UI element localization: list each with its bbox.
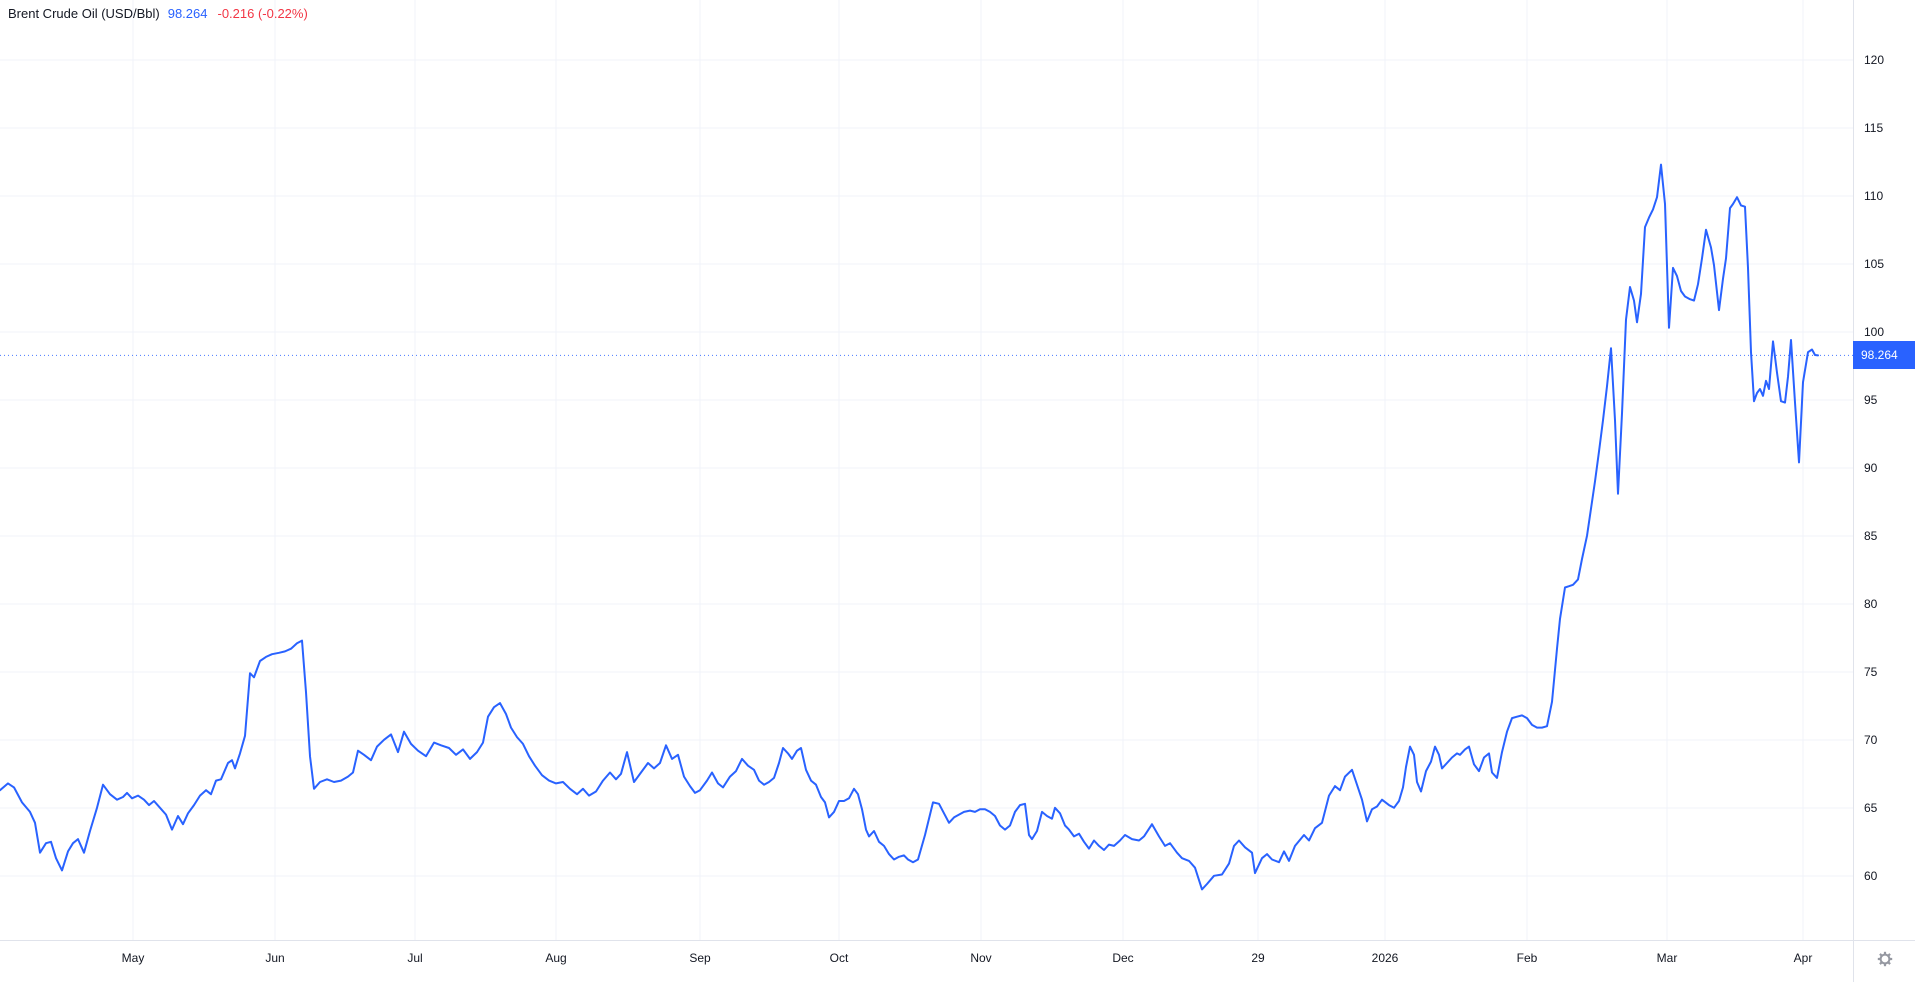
price-axis-tick-label: 95	[1864, 392, 1878, 407]
price-axis-tick-label: 100	[1864, 324, 1885, 339]
symbol-title[interactable]: Brent Crude Oil (USD/Bbl)	[8, 6, 160, 21]
time-axis-tick-label: Jul	[407, 951, 423, 965]
last-price-axis-label-text: 98.264	[1861, 348, 1898, 363]
price-axis[interactable]: 120 115 110 105 100 95 90 85 80 75 70 65 60	[1853, 0, 1915, 940]
time-axis-tick-label: Jun	[265, 951, 285, 965]
time-axis-tick-label: Mar	[1656, 951, 1678, 965]
time-axis-tick-label: Dec	[1112, 951, 1134, 965]
price-chart-plot[interactable]	[0, 0, 1853, 940]
price-series-line	[0, 163, 1819, 891]
price-axis-tick-label: 80	[1864, 596, 1878, 611]
time-axis-tick-label: 29	[1251, 951, 1265, 965]
last-price-axis-label: 98.264	[1853, 341, 1915, 370]
price-axis-tick-label: 110	[1864, 188, 1884, 203]
price-axis-tick-label: 70	[1864, 732, 1878, 747]
time-axis-tick-label: Apr	[1793, 951, 1813, 965]
time-axis-tick-label: 2026	[1371, 951, 1399, 965]
gear-icon	[1877, 951, 1893, 967]
time-axis-tick-label: Nov	[970, 951, 992, 965]
time-axis-tick-label: Oct	[829, 951, 849, 965]
time-axis-tick-label: Aug	[545, 951, 567, 965]
price-axis-tick-label: 90	[1864, 460, 1878, 475]
price-axis-tick-label: 75	[1864, 664, 1878, 679]
axis-settings-button[interactable]	[1876, 950, 1894, 968]
time-axis-tick-label: Sep	[689, 951, 711, 965]
price-change-value: -0.216 (-0.22%)	[217, 6, 308, 21]
chart-legend: Brent Crude Oil (USD/Bbl) 98.264 -0.216 (-…	[8, 6, 308, 21]
time-axis-tick-label: Feb	[1516, 951, 1538, 965]
time-axis[interactable]: May Jun Jul Aug Sep Oct Nov Dec 29 2026 Feb Mar Apr	[0, 940, 1853, 982]
price-axis-tick-label: 115	[1864, 120, 1884, 135]
price-axis-tick-label: 65	[1864, 800, 1878, 815]
price-axis-tick-label: 105	[1864, 256, 1885, 271]
last-price-value: 98.264	[167, 6, 208, 21]
price-axis-tick-label: 120	[1864, 52, 1885, 67]
price-axis-tick-label: 60	[1864, 868, 1878, 883]
time-axis-tick-label: May	[121, 951, 145, 965]
axis-corner	[1853, 940, 1915, 982]
price-axis-tick-label: 85	[1864, 528, 1878, 543]
